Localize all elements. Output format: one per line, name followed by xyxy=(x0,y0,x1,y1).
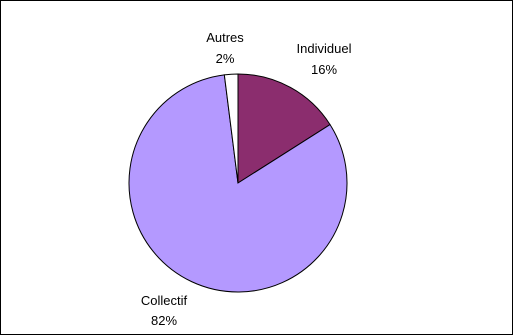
slice-label-collectif-name: Collectif xyxy=(141,293,188,308)
pie-slice-individuel xyxy=(237,73,331,184)
pie-slice-collectif xyxy=(128,74,348,293)
slice-label-autres-percent: 2% xyxy=(216,51,235,66)
pie-slices xyxy=(128,73,348,293)
pie-labels: Individuel 16% Collectif 82% Autres 2% xyxy=(141,30,352,328)
slice-label-individuel-percent: 16% xyxy=(311,62,337,77)
slice-label-individuel-name: Individuel xyxy=(297,41,352,56)
pie-slice-autres xyxy=(223,73,239,184)
slice-label-autres-name: Autres xyxy=(206,30,244,45)
slice-label-collectif-percent: 82% xyxy=(151,313,177,328)
